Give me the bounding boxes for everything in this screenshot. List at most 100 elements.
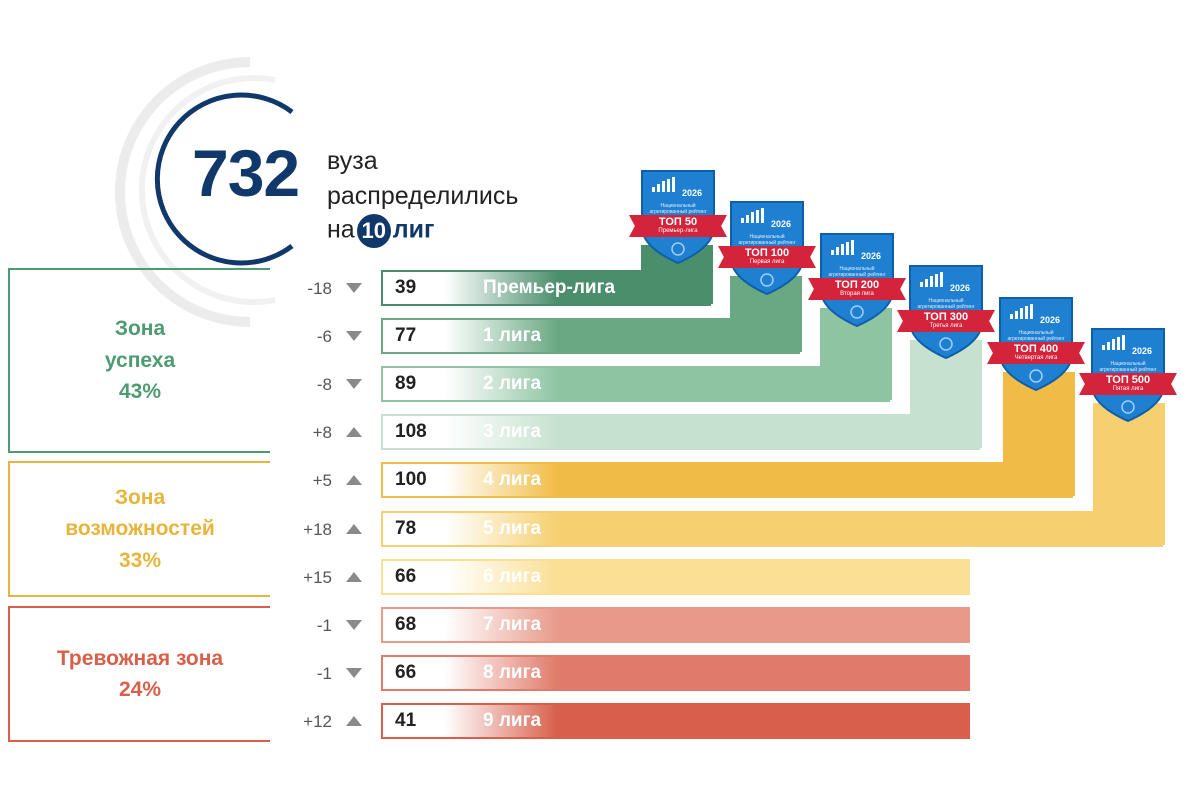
badge-year: 2026 [771,219,792,229]
badge-league-label: Вторая лига [840,291,874,297]
header-line-1: вуза [327,147,378,175]
badge-year: 2026 [1132,346,1153,356]
league-count: 77 [383,320,445,353]
league-badge: 2026 Национальный агрегированный рейтинг Т… [808,228,906,328]
league-change-label: -1 [316,615,332,635]
badge-year: 2026 [682,188,703,198]
badge-top-label: ТОП 50 [658,216,698,228]
league-bar: 39 Премьер-лига [381,270,711,306]
league-name: 2 лига [483,373,542,395]
badge-league-label: Пятая лига [1112,386,1144,392]
league-bar: 66 8 лига [381,654,970,691]
league-change-label: -1 [316,663,332,683]
league-count: 66 [383,656,445,689]
header-line-2: распределились [327,182,519,210]
league-bar: 100 4 лига [381,462,1073,499]
league-badge: 2026 Национальный агрегированный рейтинг Т… [1079,323,1177,423]
arrow-up-icon [346,715,362,726]
arrow-up-icon [346,571,362,582]
arrow-down-icon [346,379,362,390]
league-bar: 41 9 лига [381,702,970,739]
league-count: 66 [383,560,445,593]
league-name: 1 лига [483,325,542,347]
badge-top-label: ТОП 300 [923,311,969,323]
league-bar: 68 7 лига [381,606,970,643]
badge-year: 2026 [861,251,882,261]
arrow-up-icon [346,523,362,534]
header-line-3: на 10 лиг [327,214,434,248]
league-connector [1003,372,1075,497]
badge-league-label: Третья лига [929,323,963,329]
badge-league-label: Первая лига [749,259,785,265]
zone-success-line2: успеха [104,348,176,372]
league-change-label: +5 [312,471,332,491]
arrow-up-icon [346,427,362,438]
header-line-3-prefix: на [327,215,355,244]
badge-top-label: ТОП 400 [1013,343,1059,355]
badge-caption: Национальный агрегированный рейтинг [1007,330,1065,342]
arrow-down-icon [346,667,362,678]
league-badge: 2026 Национальный агрегированный рейтинг Т… [987,292,1085,392]
badge-top-label: ТОП 200 [834,279,880,291]
league-change-label: -6 [316,327,332,347]
badge-ribbon: ТОП 100 Первая лига [718,246,816,268]
header-line-3-suffix: лиг [392,215,435,244]
zone-opportunities: Зона возможностей 33% [8,461,270,597]
league-count: 78 [383,512,445,545]
badge-year: 2026 [1040,315,1061,325]
league-count: 41 [383,704,445,737]
badge-caption: Национальный агрегированный рейтинг [1099,361,1157,373]
zone-success: Зона успеха 43% [8,268,270,453]
badge-top-label: ТОП 500 [1105,374,1151,386]
badge-caption: Национальный агрегированный рейтинг [649,203,707,215]
badge-caption: Национальный агрегированный рейтинг [738,234,796,246]
zone-opportunities-line1: Зона [114,485,166,509]
badge-league-label: Четвертая лига [1014,355,1058,361]
badge-caption: Национальный агрегированный рейтинг [828,266,886,278]
zone-success-line1: Зона [114,317,166,341]
league-name: Премьер-лига [483,277,616,298]
arrow-down-icon [346,283,362,293]
league-change-label: -8 [316,375,332,395]
league-connector [1093,403,1165,545]
league-change-label: +8 [312,423,332,443]
badge-league-label: Премьер-лига [658,228,698,234]
zone-alarm: Тревожная зона 24% [8,606,270,742]
league-change-label: +18 [303,519,332,539]
league-name: 6 лига [483,565,542,587]
league-change-label: +12 [303,711,332,731]
total-universities-count: 732 [192,136,300,210]
zone-success-percent: 43% [118,380,162,404]
badge-caption: Национальный агрегированный рейтинг [917,298,975,310]
badge-top-label: ТОП 100 [744,247,790,259]
league-count-badge: 10 [356,214,391,248]
badge-ribbon: ТОП 200 Вторая лига [808,278,906,300]
zone-opportunities-percent: 33% [118,548,162,572]
league-count: 68 [383,608,445,641]
league-name: 7 лига [483,613,542,635]
league-count: 89 [383,368,445,401]
zone-opportunities-line2: возможностей [65,517,215,541]
badge-year: 2026 [950,283,971,293]
league-name: 3 лига [483,421,542,443]
league-bar: 108 3 лига [381,414,980,451]
league-badge: 2026 Национальный агрегированный рейтинг Т… [718,196,816,296]
badge-ribbon: ТОП 500 Пятая лига [1079,373,1177,395]
badge-ribbon: ТОП 300 Третья лига [897,310,995,332]
league-badge: 2026 Национальный агрегированный рейтинг Т… [629,165,727,265]
badge-ribbon: ТОП 50 Премьер-лига [629,215,727,237]
league-name: 8 лига [483,661,542,683]
zone-alarm-percent: 24% [118,678,162,701]
badge-ribbon: ТОП 400 Четвертая лига [987,342,1085,364]
league-change-label: -18 [307,279,332,298]
league-name: 9 лига [483,709,542,731]
league-name: 5 лига [483,517,542,539]
arrow-down-icon [346,619,362,630]
league-change-label: +15 [303,567,332,587]
league-count: 39 [383,272,445,304]
league-count: 100 [383,464,445,497]
league-bar: 66 6 лига [381,558,970,595]
league-bar: 78 5 лига [381,510,1163,547]
zone-alarm-line1: Тревожная зона [56,646,224,670]
